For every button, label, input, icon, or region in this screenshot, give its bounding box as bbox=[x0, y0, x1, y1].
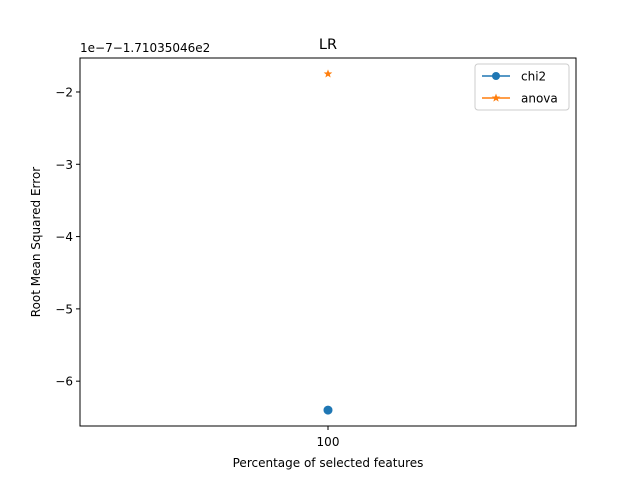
y-tick-label: −6 bbox=[55, 375, 73, 389]
plot-area bbox=[79, 57, 577, 427]
data-point-anova bbox=[323, 69, 333, 78]
legend-marker-anova bbox=[491, 93, 501, 102]
y-tick-label: −3 bbox=[55, 158, 73, 172]
data-point-chi2 bbox=[323, 405, 333, 415]
y-axis-label: Root Mean Squared Error bbox=[29, 167, 43, 318]
legend: chi2 anova bbox=[474, 63, 570, 111]
x-tick-label: 100 bbox=[317, 435, 340, 449]
legend-marker-chi2 bbox=[492, 72, 500, 80]
y-axis-ticks: −2 −3 −4 −5 −6 bbox=[55, 85, 80, 389]
x-axis-label: Percentage of selected features bbox=[233, 456, 424, 470]
y-tick-label: −2 bbox=[55, 85, 73, 99]
data-marks bbox=[323, 69, 333, 415]
chart-title: LR bbox=[319, 37, 337, 53]
y-tick-label: −5 bbox=[55, 302, 73, 316]
x-axis-ticks: 100 bbox=[317, 426, 340, 449]
y-tick-label: −4 bbox=[55, 230, 73, 244]
legend-label-chi2: chi2 bbox=[521, 70, 546, 84]
legend-label-anova: anova bbox=[521, 92, 558, 106]
y-offset-label: 1e−7−1.71035046e2 bbox=[80, 41, 210, 55]
